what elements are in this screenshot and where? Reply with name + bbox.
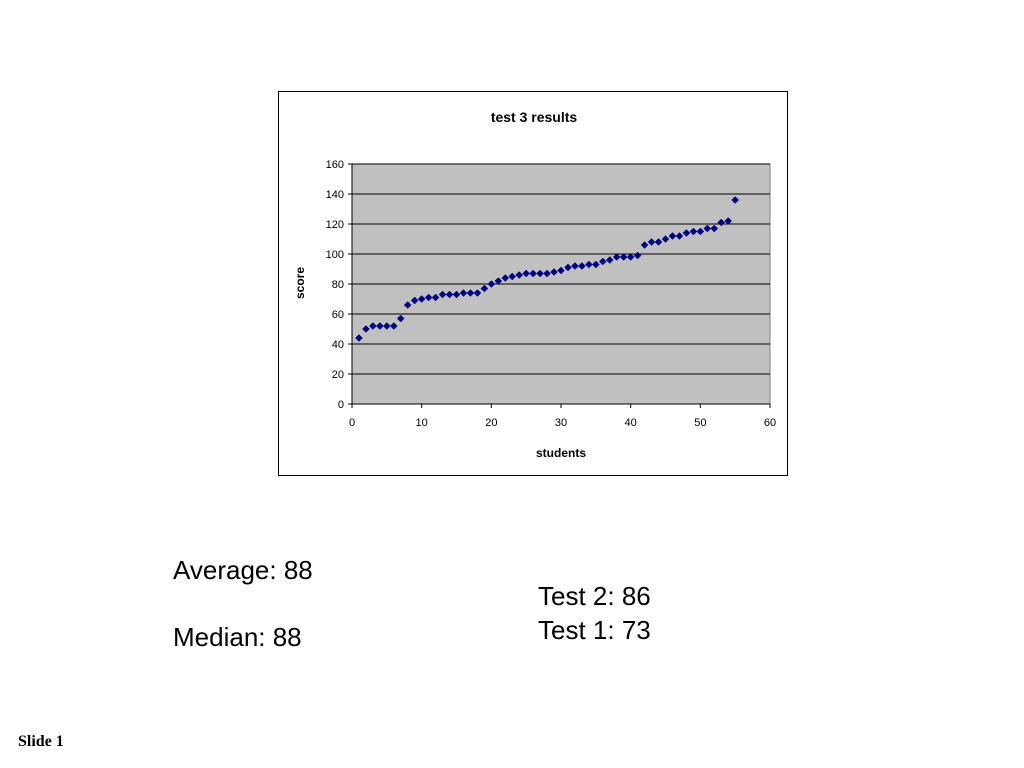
data-point xyxy=(724,217,733,225)
data-point xyxy=(355,334,363,342)
data-point xyxy=(445,290,454,299)
x-tick-label: 30 xyxy=(555,417,567,429)
gridlines xyxy=(352,163,770,375)
data-point xyxy=(550,268,558,276)
data-point xyxy=(598,257,607,266)
data-point xyxy=(619,253,628,261)
y-tick-labels: 0 20 40 60 80 100 120 140 160 xyxy=(326,159,344,411)
data-point xyxy=(654,238,663,246)
data-point xyxy=(536,269,544,278)
data-point xyxy=(362,325,370,333)
average-stat: Average: 88 xyxy=(173,555,313,585)
scatter-chart: 0 20 40 60 80 100 120 140 160 0 10 20 30 40 50 60 test… xyxy=(293,109,776,460)
chart-title: test 3 results xyxy=(491,109,578,125)
y-tick-label: 160 xyxy=(326,159,344,171)
data-point xyxy=(591,260,600,269)
data-point xyxy=(668,232,677,240)
test2-stat: Test 2: 86 xyxy=(538,581,651,611)
data-point xyxy=(382,322,391,330)
chart-frame: 0 20 40 60 80 100 120 140 160 0 10 20 30 40 50 60 test… xyxy=(278,91,788,476)
data-point xyxy=(675,232,684,240)
data-point xyxy=(424,293,433,302)
y-tick-label: 100 xyxy=(326,249,344,261)
data-point xyxy=(612,253,621,261)
data-point xyxy=(717,218,726,227)
x-tick-label: 20 xyxy=(485,417,497,429)
data-point xyxy=(501,274,510,282)
data-point xyxy=(480,284,489,293)
data-point xyxy=(376,322,384,330)
data-point xyxy=(682,229,691,237)
data-point xyxy=(703,224,712,233)
data-point xyxy=(494,277,503,285)
median-stat: Median: 88 xyxy=(173,622,302,652)
data-point xyxy=(710,224,719,233)
x-tick-label: 10 xyxy=(416,417,428,429)
data-point xyxy=(410,296,419,305)
y-tick-label: 0 xyxy=(338,399,344,411)
data-point xyxy=(661,235,670,243)
data-point xyxy=(626,253,635,261)
data-point xyxy=(522,269,531,278)
data-point xyxy=(633,251,642,260)
data-point xyxy=(731,196,740,204)
data-point xyxy=(689,227,698,236)
data-point xyxy=(431,293,440,302)
data-point xyxy=(487,280,496,288)
data-point xyxy=(640,241,649,249)
data-point xyxy=(605,256,614,264)
x-tick-label: 50 xyxy=(694,417,706,429)
data-point xyxy=(696,227,705,236)
x-tick-labels: 0 10 20 30 40 50 60 xyxy=(349,417,776,429)
data-point xyxy=(508,272,517,281)
data-point xyxy=(571,262,579,270)
data-point xyxy=(466,289,475,297)
data-point xyxy=(515,271,524,279)
data-point xyxy=(389,322,398,330)
data-point xyxy=(438,290,447,299)
x-axis-label: students xyxy=(536,446,586,460)
data-point xyxy=(369,322,377,330)
x-tick-label: 40 xyxy=(625,417,637,429)
data-point xyxy=(396,314,405,323)
data-point xyxy=(452,290,461,299)
data-point xyxy=(564,263,572,272)
y-tick-label: 60 xyxy=(332,309,344,321)
slide-label: Slide 1 xyxy=(18,733,64,750)
test1-stat: Test 1: 73 xyxy=(538,615,651,645)
y-tick-label: 40 xyxy=(332,339,344,351)
data-point xyxy=(529,269,537,278)
y-tick-label: 20 xyxy=(332,369,344,381)
data-point xyxy=(647,238,656,246)
x-tick-label: 60 xyxy=(764,417,776,429)
data-point xyxy=(459,289,468,297)
y-tick-label: 120 xyxy=(326,219,344,231)
data-point xyxy=(417,295,426,303)
data-point xyxy=(403,301,412,309)
data-point xyxy=(543,269,551,278)
y-axis-label: score xyxy=(293,267,307,299)
data-point xyxy=(473,289,482,297)
y-tick-label: 80 xyxy=(332,279,344,291)
data-point xyxy=(578,262,586,270)
y-tick-label: 140 xyxy=(326,189,344,201)
axes xyxy=(348,163,771,408)
data-point xyxy=(585,260,593,269)
data-point xyxy=(557,266,565,275)
x-tick-label: 0 xyxy=(349,417,355,429)
data-points xyxy=(355,196,740,342)
